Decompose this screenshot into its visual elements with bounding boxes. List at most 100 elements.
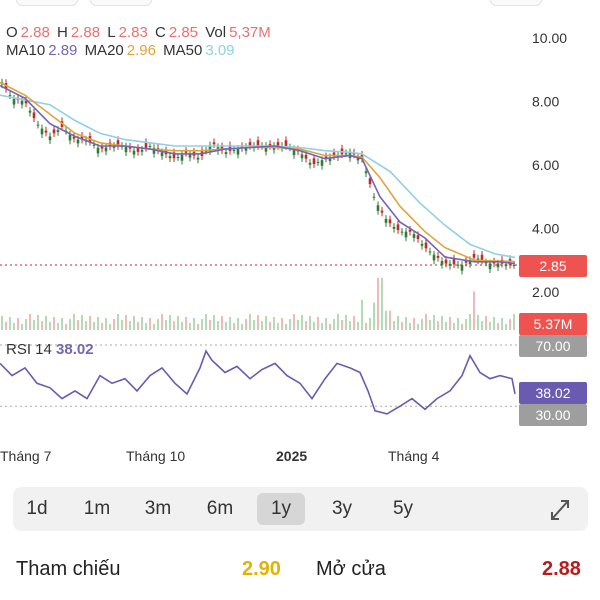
candle-body <box>112 145 116 148</box>
candle-body <box>292 149 296 156</box>
candle-body <box>168 156 172 159</box>
candle-body <box>404 231 408 238</box>
tham-chieu-label: Tham chiếu <box>16 558 121 580</box>
candle-body <box>476 258 480 261</box>
high-value: 2.88 <box>70 24 101 41</box>
candle-body <box>52 129 56 134</box>
ma10-value: 2.89 <box>48 42 78 59</box>
candle-body <box>172 152 176 159</box>
candle-body <box>436 255 440 258</box>
rsi-value: 38.02 <box>56 341 94 358</box>
candle-body <box>440 261 444 265</box>
candle-body <box>384 218 388 223</box>
open-label: O <box>6 24 18 41</box>
volume-label: Vol <box>205 24 227 41</box>
candle-body <box>420 243 424 246</box>
candle-body <box>48 136 52 141</box>
candle-body <box>484 262 488 264</box>
candle-body <box>456 264 460 266</box>
candle-body <box>160 152 164 157</box>
ma50-line <box>0 94 516 259</box>
rsi-70-badge: 70.00 <box>519 335 587 357</box>
tab-5y[interactable]: 5y <box>392 498 414 519</box>
candle-body <box>312 158 316 165</box>
candle-body <box>452 258 456 265</box>
candle-body <box>412 234 416 238</box>
candle-body <box>380 210 384 213</box>
low-value: 2.83 <box>118 24 148 41</box>
candle-body <box>304 154 308 159</box>
ma-legend: MA10 2.89 MA20 2.96 MA50 3.09 <box>6 42 238 59</box>
tham-chieu-value: 2.90 <box>242 558 281 580</box>
candle-body <box>204 150 208 152</box>
price-tick-4: 2.00 <box>532 284 559 300</box>
candle-body <box>24 99 28 104</box>
candle-body <box>408 229 412 232</box>
tab-6m[interactable]: 6m <box>206 498 234 519</box>
candle-body <box>248 142 252 146</box>
tab-1y[interactable]: 1y <box>257 493 305 525</box>
close-label: C <box>154 24 166 41</box>
candle-body <box>392 226 396 229</box>
candle-body <box>432 254 436 261</box>
price-chart[interactable]: 10.00 8.00 6.00 4.00 2.00 <box>0 0 600 470</box>
candle-body <box>316 162 320 164</box>
candle-body <box>148 145 152 147</box>
candle-body <box>128 146 132 149</box>
candle-body <box>460 265 464 271</box>
candle-body <box>184 150 188 153</box>
candle-body <box>144 142 148 148</box>
candle-body <box>92 144 96 146</box>
expand-icon[interactable] <box>544 497 576 523</box>
candle-body <box>324 156 328 159</box>
candle-body <box>464 260 468 263</box>
ohlc-legend: O 2.88 H 2.88 L 2.83 C 2.85 Vol 5,37M <box>6 24 274 41</box>
ma20-line <box>0 81 516 263</box>
candle-body <box>116 140 120 146</box>
rsi-label: RSI 14 <box>6 341 52 358</box>
candle-body <box>36 124 40 126</box>
candle-body <box>80 135 84 140</box>
candle-body <box>416 235 420 240</box>
ma20-label: MA20 <box>84 42 124 59</box>
candle-body <box>424 242 428 249</box>
rsi-line <box>0 349 516 415</box>
tab-3m[interactable]: 3m <box>144 498 172 519</box>
candle-body <box>480 254 484 261</box>
tab-1m[interactable]: 1m <box>83 498 111 519</box>
candle-body <box>220 146 224 151</box>
candle-body <box>56 130 60 132</box>
candle-body <box>488 263 492 270</box>
volume-badge: 5.37M <box>519 313 587 335</box>
ma50-value: 3.09 <box>205 42 235 59</box>
candle-body <box>136 148 140 152</box>
candle-body <box>124 146 128 153</box>
candle-body <box>496 263 500 268</box>
high-label: H <box>57 24 68 41</box>
candle-body <box>76 139 80 144</box>
candle-body <box>400 231 404 233</box>
price-tick-3: 4.00 <box>532 221 559 237</box>
candle-body <box>372 196 376 198</box>
candle-body <box>140 149 144 152</box>
ma50-label: MA50 <box>163 42 203 59</box>
candle-body <box>236 148 240 155</box>
candle-body <box>376 205 380 211</box>
candle-body <box>244 146 248 151</box>
candle-body <box>308 162 312 165</box>
price-tick-0: 10.00 <box>532 30 567 46</box>
range-tabs: 1d 1m 3m 6m 1y 3y 5y <box>13 487 588 531</box>
rsi-30-badge: 30.00 <box>519 404 587 426</box>
candle-body <box>320 160 324 166</box>
candle-body <box>368 178 372 185</box>
candle-body <box>264 145 268 152</box>
candle-body <box>152 148 156 154</box>
mo-cua-label: Mở cửa <box>316 558 386 580</box>
tab-3y[interactable]: 3y <box>331 498 353 519</box>
candle-body <box>444 259 448 264</box>
candle-body <box>284 140 288 146</box>
candle-body <box>300 154 304 159</box>
candle-body <box>472 253 476 258</box>
tab-1d[interactable]: 1d <box>26 498 48 519</box>
candle-body <box>68 134 72 141</box>
